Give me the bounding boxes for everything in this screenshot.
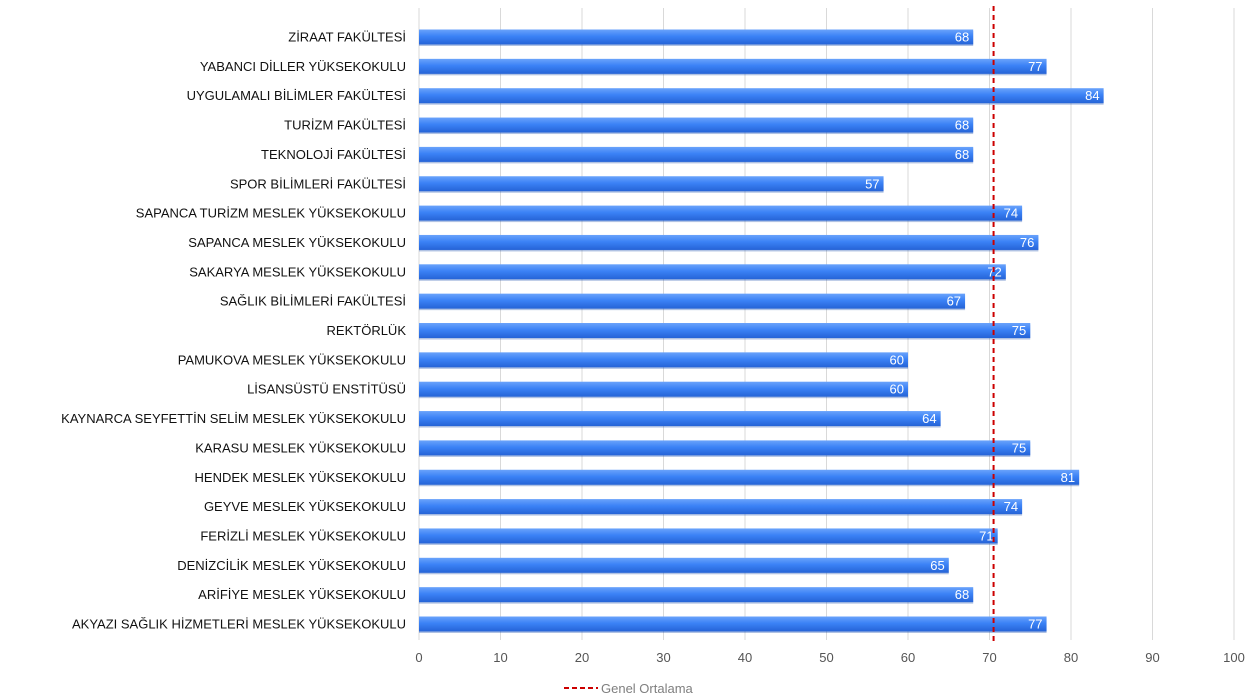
value-label-6: 74 bbox=[1004, 206, 1018, 221]
value-label-1: 77 bbox=[1028, 59, 1042, 74]
value-label-9: 67 bbox=[947, 294, 961, 309]
category-label-5: SPOR BİLİMLERİ FAKÜLTESİ bbox=[230, 176, 406, 191]
bar-17 bbox=[419, 528, 998, 544]
x-tick-label-40: 40 bbox=[738, 650, 752, 665]
category-label-4: TEKNOLOJİ FAKÜLTESİ bbox=[261, 147, 406, 162]
bar-3 bbox=[419, 117, 974, 133]
value-label-0: 68 bbox=[955, 30, 969, 45]
category-label-8: SAKARYA MESLEK YÜKSEKOKULU bbox=[189, 264, 406, 279]
bar-14 bbox=[419, 440, 1031, 456]
value-label-3: 68 bbox=[955, 118, 969, 133]
bar-2 bbox=[419, 88, 1104, 104]
bar-5 bbox=[419, 176, 884, 192]
category-label-9: SAĞLIK BİLİMLERİ FAKÜLTESİ bbox=[220, 294, 406, 309]
bar-4 bbox=[419, 146, 974, 162]
category-label-16: GEYVE MESLEK YÜKSEKOKULU bbox=[204, 499, 406, 514]
value-label-20: 77 bbox=[1028, 617, 1042, 632]
category-label-15: HENDEK MESLEK YÜKSEKOKULU bbox=[195, 470, 406, 485]
value-label-4: 68 bbox=[955, 147, 969, 162]
bar-7 bbox=[419, 234, 1039, 250]
value-label-19: 68 bbox=[955, 587, 969, 602]
legend-label-genel-ortalama: Genel Ortalama bbox=[601, 681, 694, 696]
category-labels: ZİRAAT FAKÜLTESİ YABANCI DİLLER YÜKSEKOKU… bbox=[61, 30, 406, 632]
bar-20 bbox=[419, 616, 1047, 632]
value-label-18: 65 bbox=[930, 558, 944, 573]
bar-11 bbox=[419, 352, 908, 368]
bar-10 bbox=[419, 323, 1031, 338]
category-label-17: FERİZLİ MESLEK YÜKSEKOKULU bbox=[200, 528, 406, 543]
category-label-18: DENİZCİLİK MESLEK YÜKSEKOKULU bbox=[177, 558, 406, 573]
bar-9 bbox=[419, 293, 966, 309]
category-label-7: SAPANCA MESLEK YÜKSEKOKULU bbox=[188, 235, 406, 250]
category-label-6: SAPANCA TURİZM MESLEK YÜKSEKOKULU bbox=[136, 206, 406, 221]
category-label-0: ZİRAAT FAKÜLTESİ bbox=[288, 30, 406, 45]
value-label-13: 64 bbox=[922, 411, 936, 426]
x-tick-label-60: 60 bbox=[901, 650, 915, 665]
x-tick-label-10: 10 bbox=[493, 650, 507, 665]
bar-6 bbox=[419, 205, 1023, 221]
category-label-3: TURİZM FAKÜLTESİ bbox=[284, 118, 406, 133]
bar-15 bbox=[419, 469, 1080, 485]
value-label-14: 75 bbox=[1012, 440, 1026, 455]
category-label-1: YABANCI DİLLER YÜKSEKOKULU bbox=[200, 59, 406, 74]
category-label-2: UYGULAMALI BİLİMLER FAKÜLTESİ bbox=[187, 88, 406, 103]
value-label-2: 84 bbox=[1085, 88, 1099, 103]
value-label-5: 57 bbox=[865, 176, 879, 191]
category-label-20: AKYAZI SAĞLIK HİZMETLERİ MESLEK YÜKSEKOK… bbox=[72, 617, 406, 632]
value-label-16: 74 bbox=[1004, 499, 1018, 514]
x-tick-label-30: 30 bbox=[656, 650, 670, 665]
category-label-19: ARİFİYE MESLEK YÜKSEKOKULU bbox=[198, 587, 406, 602]
value-label-15: 81 bbox=[1061, 470, 1075, 485]
value-label-12: 60 bbox=[890, 382, 904, 397]
bar-8 bbox=[419, 264, 1006, 280]
value-label-11: 60 bbox=[890, 352, 904, 367]
value-label-10: 75 bbox=[1012, 323, 1026, 338]
bar-19 bbox=[419, 587, 974, 603]
x-tick-label-100: 100 bbox=[1223, 650, 1245, 665]
value-label-17: 71 bbox=[979, 528, 993, 543]
legend: Genel Ortalama bbox=[564, 681, 694, 696]
x-tick-label-50: 50 bbox=[819, 650, 833, 665]
x-tick-label-20: 20 bbox=[575, 650, 589, 665]
bar-18 bbox=[419, 557, 949, 573]
x-tick-label-0: 0 bbox=[415, 650, 422, 665]
bar-0 bbox=[419, 29, 974, 45]
category-label-10: REKTÖRLÜK bbox=[327, 323, 407, 338]
category-label-14: KARASU MESLEK YÜKSEKOKULU bbox=[195, 440, 406, 455]
bar-1 bbox=[419, 58, 1047, 74]
x-axis-ticks: 0 10 20 30 40 50 60 70 80 90 100 bbox=[415, 650, 1244, 665]
bar-16 bbox=[419, 499, 1023, 515]
category-label-12: LİSANSÜSTÜ ENSTİTÜSÜ bbox=[247, 382, 406, 397]
bars: 6877846868577476726775606064758174716568… bbox=[419, 29, 1104, 633]
category-label-13: KAYNARCA SEYFETTİN SELİM MESLEK YÜKSEKOK… bbox=[61, 411, 406, 426]
category-label-11: PAMUKOVA MESLEK YÜKSEKOKULU bbox=[178, 352, 406, 367]
bar-12 bbox=[419, 381, 908, 397]
value-label-7: 76 bbox=[1020, 235, 1034, 250]
x-tick-label-70: 70 bbox=[982, 650, 996, 665]
bar-13 bbox=[419, 411, 941, 427]
x-tick-label-80: 80 bbox=[1064, 650, 1078, 665]
x-tick-label-90: 90 bbox=[1145, 650, 1159, 665]
